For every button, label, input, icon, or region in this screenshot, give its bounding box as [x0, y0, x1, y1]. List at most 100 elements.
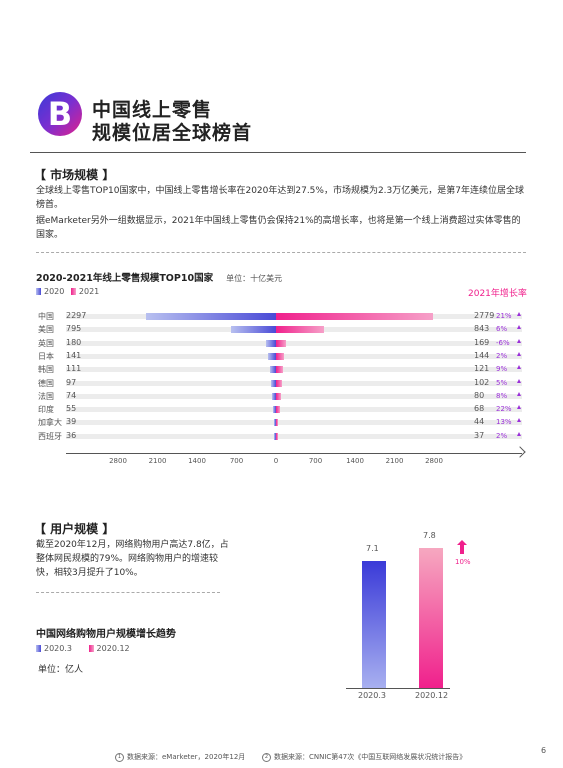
x-tick-label: 1400	[346, 457, 364, 465]
row-track	[66, 340, 522, 346]
note-number-2: 2	[262, 752, 271, 762]
bar-2020	[231, 326, 276, 334]
x-tick-label: 700	[229, 457, 244, 465]
note-number-1: 1	[115, 752, 124, 762]
bar-2021	[276, 406, 280, 414]
user-category-label: 2020.3	[358, 691, 386, 700]
value-2020-label: 180	[66, 337, 82, 347]
bar-2020	[273, 432, 276, 440]
bar-2021	[276, 339, 286, 347]
users-divider	[36, 592, 220, 593]
value-2020-label: 55	[66, 404, 77, 414]
value-2021-label: 2779	[474, 311, 495, 320]
rate-arrow-icon	[517, 365, 521, 370]
growth-rate-label: 22%	[496, 405, 512, 414]
x-tick-label: 2800	[109, 457, 127, 465]
bar-2021	[276, 379, 282, 387]
row-track	[66, 407, 522, 413]
bar-2020	[268, 352, 276, 360]
chart1-unit: 单位：十亿美元	[226, 274, 283, 283]
category-label: 印度	[38, 405, 54, 415]
value-2021-label: 68	[474, 404, 485, 414]
section-divider	[36, 252, 526, 253]
category-label: 中国	[38, 312, 54, 321]
bar-2020	[269, 366, 276, 374]
value-2020-label: 36	[66, 430, 77, 440]
growth-rate-label: 9%	[496, 365, 508, 374]
value-2020-label: 39	[66, 417, 77, 427]
value-2021-label: 843	[474, 324, 490, 334]
chart2-unit: 单位：亿人	[38, 665, 84, 675]
chart1-title: 2020-2021年线上零售规模TOP10国家	[36, 273, 214, 284]
rate-arrow-icon	[517, 431, 521, 436]
bar-2021	[276, 419, 279, 427]
footer-note-2: 2 数据来源：CNNIC第47次《中国互联网络发展状况统计报告》	[262, 752, 466, 762]
value-2020-label: 97	[66, 377, 77, 387]
chart1-header: 2020-2021年线上零售规模TOP10国家 单位：十亿美元	[36, 266, 282, 285]
header-divider	[30, 152, 526, 153]
rate-arrow-icon	[517, 325, 521, 330]
bar-2021	[276, 366, 283, 374]
chart2-baseline	[346, 688, 450, 689]
row-track	[66, 393, 522, 399]
growth-rate-label: 2%	[496, 431, 508, 440]
user-category-label: 2020.12	[415, 691, 449, 700]
bar-2021	[276, 326, 324, 334]
legend-label-2020-3: 2020.3	[44, 644, 72, 653]
chart1-legend: 2020 2021	[36, 287, 99, 296]
x-tick-label: 2100	[385, 457, 404, 465]
page-title-line2: 规模位居全球榜首	[92, 122, 253, 144]
bar-2020	[272, 406, 276, 414]
category-label: 西班牙	[38, 431, 62, 441]
value-2021-label: 121	[474, 364, 490, 374]
value-2021-label: 37	[474, 430, 485, 440]
rate-arrow-icon	[517, 312, 521, 316]
user-value-label: 7.1	[366, 543, 379, 553]
x-tick-label: 1400	[188, 457, 206, 465]
x-tick-label: 2100	[148, 457, 167, 465]
growth-rate-label: 8%	[496, 391, 508, 400]
chart2-legend: 2020.3 2020.12	[36, 644, 130, 653]
value-2021-label: 144	[474, 350, 490, 360]
legend-swatch-2020-3	[36, 645, 41, 652]
value-2020-label: 795	[66, 324, 82, 334]
user-value-label: 7.8	[423, 531, 436, 540]
market-paragraph-2: 据eMarketer另外一组数据显示，2021年中国线上零售仍会保持21%的高增…	[36, 216, 521, 240]
value-2020-label: 141	[66, 350, 82, 360]
section-badge: B	[38, 92, 82, 136]
legend-swatch-2020-12	[88, 645, 94, 652]
chart2-title: 中国网络购物用户规模增长趋势	[36, 629, 176, 640]
growth-rate-label: -6%	[496, 338, 510, 347]
rate-arrow-icon	[517, 378, 521, 383]
market-heading: 【 市场规模 】	[34, 168, 115, 182]
row-track	[66, 380, 522, 386]
bar-2021	[276, 432, 279, 440]
row-track	[66, 367, 522, 373]
bar-2021	[276, 352, 285, 360]
bar-2020	[270, 379, 276, 387]
x-tick-label: 700	[308, 457, 323, 465]
bar-2021	[276, 313, 433, 320]
category-label: 德国	[38, 378, 54, 388]
chart1-x-axis	[66, 453, 522, 454]
footer-note-2-text: 数据来源：CNNIC第47次《中国互联网络发展状况统计报告》	[274, 753, 467, 761]
growth-rate-title: 2021年增长率	[468, 289, 527, 299]
value-2021-label: 169	[474, 337, 490, 347]
category-label: 加拿大	[38, 418, 62, 428]
bar-2020	[146, 313, 276, 320]
rate-arrow-icon	[517, 351, 521, 356]
growth-rate-label: 6%	[496, 325, 508, 334]
growth-rate-label: 21%	[496, 312, 512, 320]
legend-label-2020: 2020	[44, 287, 65, 296]
category-label: 韩国	[38, 365, 54, 375]
value-2020-label: 111	[66, 364, 82, 374]
page-title-line1: 中国线上零售	[92, 99, 213, 121]
bar-2021	[276, 392, 281, 400]
bar-2020	[273, 419, 276, 427]
user-bar	[419, 548, 443, 688]
growth-rate-label: 2%	[496, 351, 508, 360]
row-track	[66, 433, 522, 439]
x-tick-label: 2800	[425, 457, 443, 465]
market-paragraph-1: 全球线上零售TOP10国家中，中国线上零售增长率在2020年达到27.5%，市场…	[36, 186, 524, 210]
category-label: 日本	[38, 351, 54, 361]
